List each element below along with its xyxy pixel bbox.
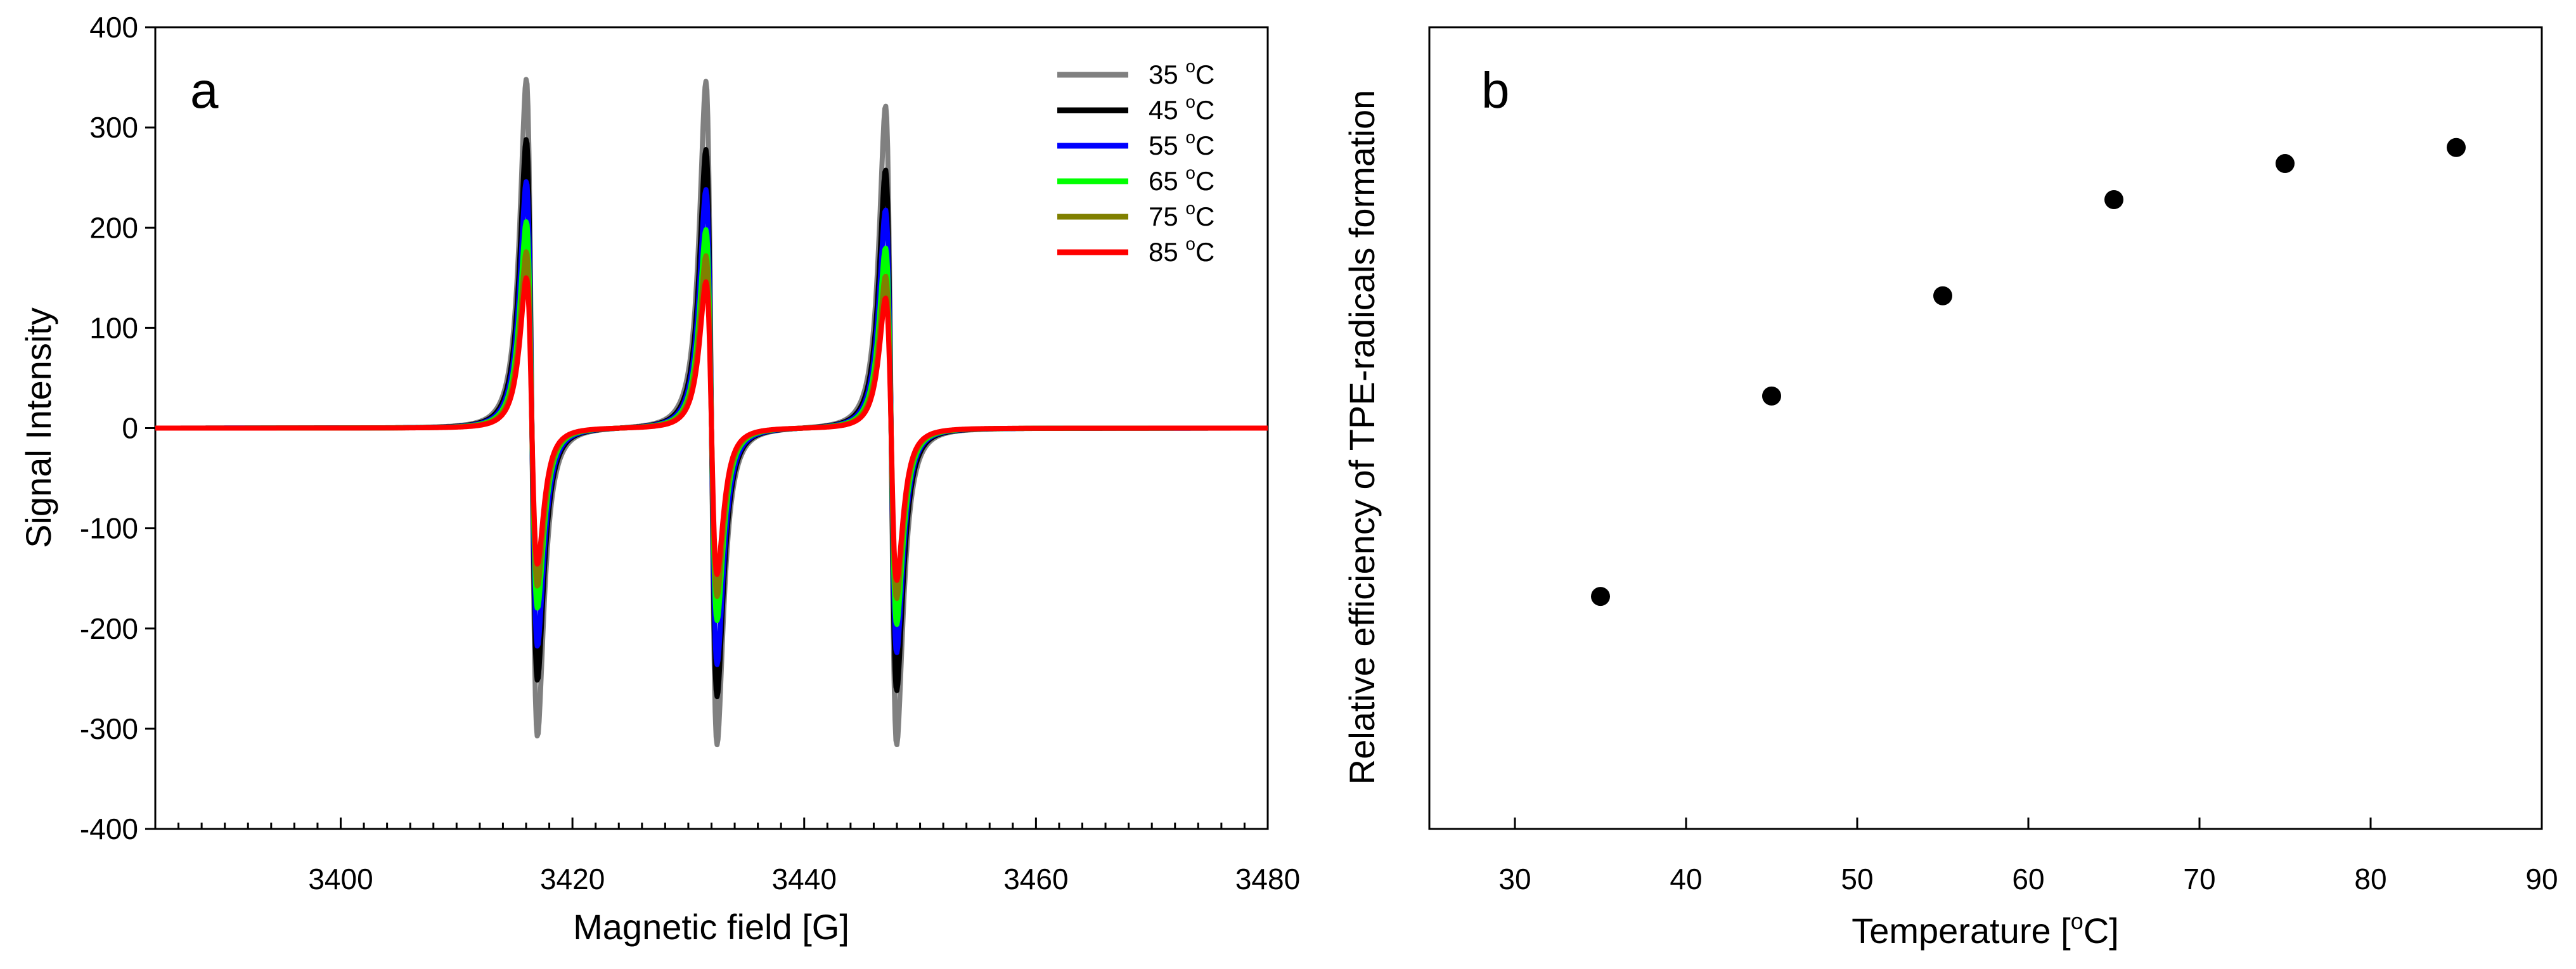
panel-b-x-tick-label: 50 bbox=[1841, 863, 1873, 895]
panel-b-plot-frame bbox=[1428, 26, 2543, 830]
panel-a-y-tick-label: -300 bbox=[80, 712, 138, 745]
panel-b-point bbox=[1591, 587, 1610, 606]
panel-a-x-tick-label: 3460 bbox=[1003, 863, 1068, 895]
panel-a-legend-label-35: 35 oC bbox=[1149, 56, 1214, 89]
panel-a-y-axis-title: Signal Intensity bbox=[18, 307, 58, 548]
panel-b-x-tick-label: 90 bbox=[2525, 863, 2558, 895]
panel-a-legend-label-45: 45 oC bbox=[1149, 92, 1214, 125]
panel-a-y-tick-label: 100 bbox=[89, 311, 138, 344]
panel-b-points-group bbox=[1591, 138, 2466, 606]
panel-b-point bbox=[2104, 189, 2123, 209]
panel-b-chart: 30 40 50 60 70 80 90 b Temperature [oC] Relati… bbox=[1342, 26, 2558, 951]
panel-a-x-tick-label: 3420 bbox=[540, 863, 605, 895]
panel-a-y-tick-label: 0 bbox=[122, 412, 138, 445]
panel-a-chart: 3400 3420 3440 3460 3480 -400 -300 -200 -100 0 10… bbox=[18, 11, 1300, 947]
panel-a-letter: a bbox=[190, 62, 219, 119]
panel-a-y-tick-label: 200 bbox=[89, 211, 138, 244]
panel-a-y-tick-label: -200 bbox=[80, 612, 138, 645]
panel-a-y-ticks: -400 -300 -200 -100 0 100 200 300 400 bbox=[80, 11, 155, 845]
panel-b-point bbox=[1933, 286, 1952, 305]
panel-b-x-axis-title-sup: o bbox=[2071, 908, 2083, 934]
panel-a-series-group bbox=[153, 77, 1270, 748]
panel-a-x-axis-title: Magnetic field [G] bbox=[573, 907, 849, 947]
panel-a-x-tick-label: 3440 bbox=[772, 863, 837, 895]
panel-a-legend-label-85: 85 oC bbox=[1149, 234, 1214, 267]
panel-a-legend-label-75: 75 oC bbox=[1149, 198, 1214, 231]
panel-a-legend-label-65: 65 oC bbox=[1149, 163, 1214, 196]
panel-a-series-85 bbox=[153, 275, 1270, 583]
panel-b-x-axis-title-text: Temperature [ bbox=[1852, 911, 2071, 951]
panel-b-x-axis-title-tail: C] bbox=[2083, 911, 2119, 951]
panel-b-x-axis-title: Temperature [oC] bbox=[1852, 908, 2119, 951]
panel-b-x-ticks: 30 40 50 60 70 80 90 bbox=[1498, 818, 2558, 895]
panel-b-point bbox=[2276, 154, 2295, 174]
panel-b-y-axis-title: Relative efficiency of TPE-radicals form… bbox=[1342, 90, 1382, 785]
panel-b-x-tick-label: 30 bbox=[1498, 863, 1531, 895]
panel-a-y-tick-label: -100 bbox=[80, 512, 138, 545]
panel-b-x-tick-label: 70 bbox=[2183, 863, 2215, 895]
panel-a-y-tick-label: 400 bbox=[89, 11, 138, 44]
panel-b-x-tick-label: 40 bbox=[1670, 863, 1702, 895]
panel-a-x-tick-label: 3480 bbox=[1235, 863, 1300, 895]
panel-a-y-tick-label: -400 bbox=[80, 812, 138, 845]
panel-b-x-tick-label: 60 bbox=[2012, 863, 2044, 895]
panel-a-x-ticks: 3400 3420 3440 3460 3480 bbox=[154, 818, 1300, 895]
panel-b-point bbox=[1762, 386, 1781, 406]
panel-a-legend-label-55: 55 oC bbox=[1149, 127, 1214, 160]
panel-a-x-tick-label: 3400 bbox=[308, 863, 373, 895]
panel-a-y-tick-label: 300 bbox=[89, 111, 138, 144]
panel-b-point bbox=[2447, 138, 2466, 157]
panel-b-letter: b bbox=[1481, 62, 1510, 119]
panel-b-x-tick-label: 80 bbox=[2354, 863, 2386, 895]
